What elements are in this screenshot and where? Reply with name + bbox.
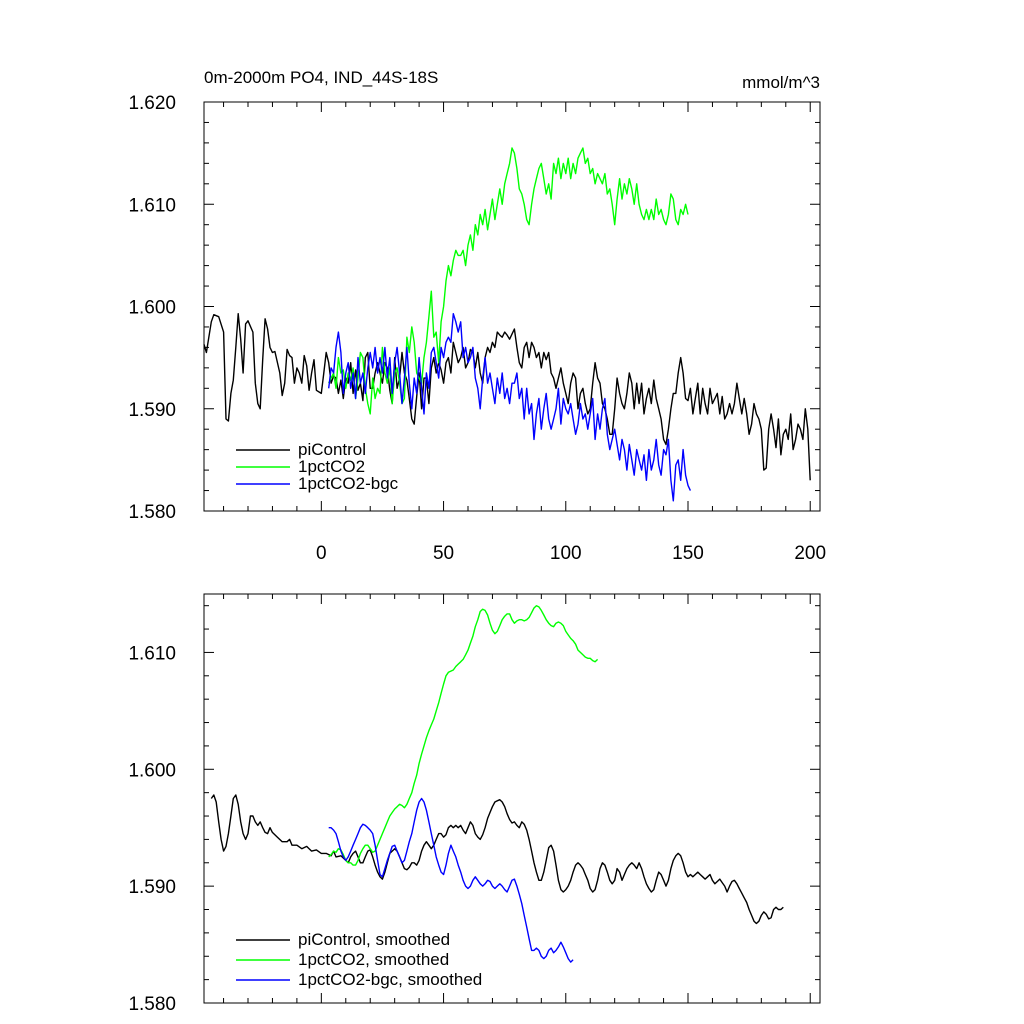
y-tick-label: 1.590 <box>128 877 176 898</box>
y-tick-label: 1.610 <box>128 643 176 664</box>
x-tick-label: 100 <box>550 543 582 564</box>
x-tick-label: 50 <box>433 543 454 564</box>
legend-label: 1pctCO2-bgc <box>298 474 399 493</box>
panel-raw: 0 50 100 150 200 1.580 1.590 1.600 1.610 1.620 piC… <box>128 93 826 564</box>
legend-label: piControl, smoothed <box>298 930 450 949</box>
x-tick-label: 0 <box>316 543 327 564</box>
y-tick-label: 1.620 <box>128 93 176 114</box>
series-line-1 <box>328 147 689 415</box>
plot-frame <box>203 101 821 512</box>
legend-label: 1pctCO2 <box>298 457 365 476</box>
y-tick-label: 1.610 <box>128 195 176 216</box>
x-tick-label: 200 <box>794 543 826 564</box>
legend-label: 1pctCO2, smoothed <box>298 950 449 969</box>
series-line-2 <box>328 797 574 963</box>
y-tick-label: 1.590 <box>128 400 176 421</box>
x-tick-label: 150 <box>672 543 704 564</box>
plot-frame <box>203 593 821 1004</box>
series-line-0 <box>203 313 811 481</box>
series-line-2 <box>328 313 692 502</box>
plot-units: mmol/m^3 <box>742 73 820 92</box>
y-tick-label: 1.580 <box>128 502 176 523</box>
series-line-0 <box>210 794 784 925</box>
y-tick-label: 1.580 <box>128 994 176 1015</box>
plot-title: 0m-2000m PO4, IND_44S-18S <box>204 68 438 87</box>
series-line-1 <box>328 605 599 866</box>
legend-label: 1pctCO2-bgc, smoothed <box>298 970 482 989</box>
legend-label: piControl <box>298 440 366 459</box>
y-tick-label: 1.600 <box>128 298 176 319</box>
y-tick-label: 1.600 <box>128 760 176 781</box>
